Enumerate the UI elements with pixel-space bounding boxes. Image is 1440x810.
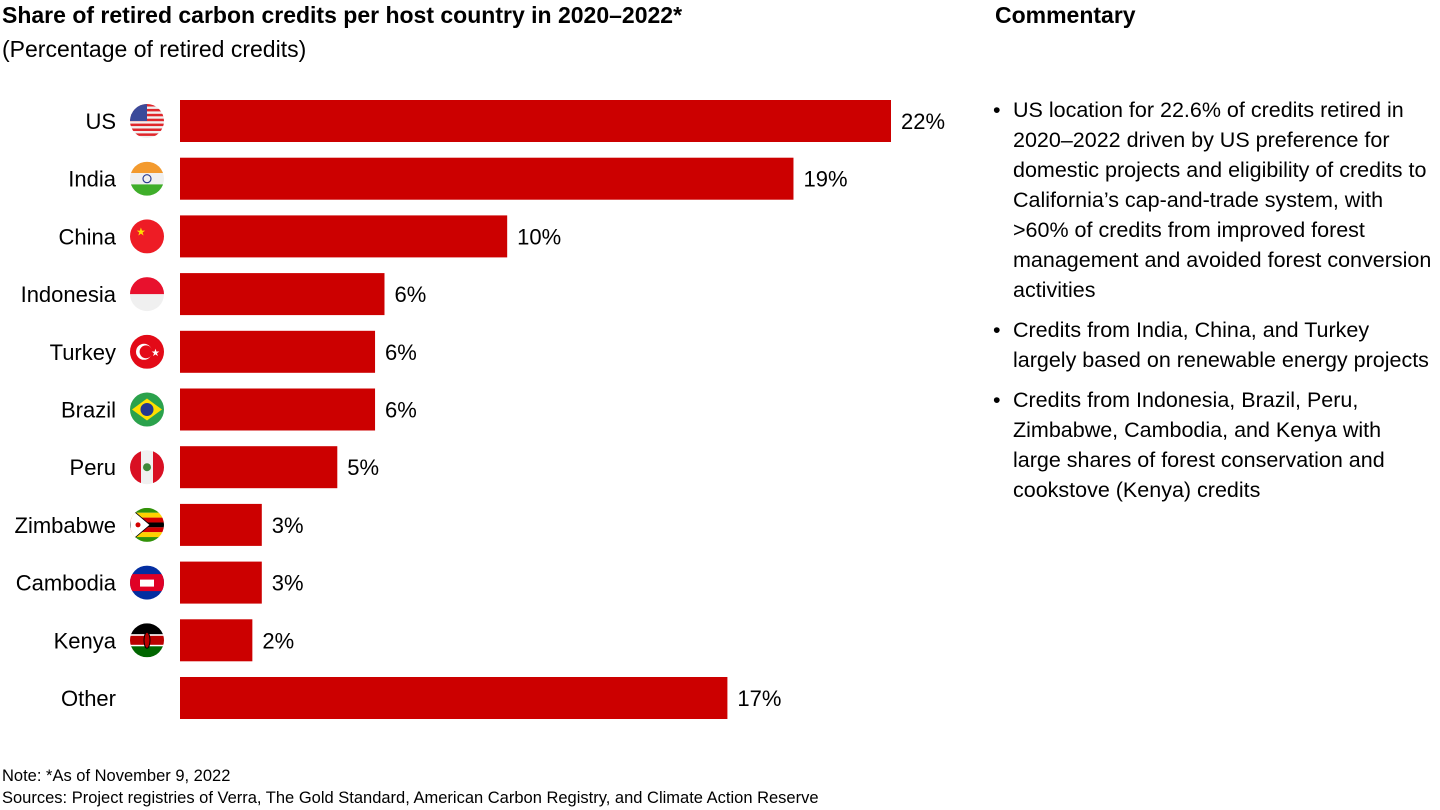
bar-china <box>180 215 508 258</box>
category-label: Other <box>61 686 116 711</box>
turkey-flag-icon: ★ <box>130 334 164 369</box>
category-label: Kenya <box>54 628 117 653</box>
category-label: China <box>59 224 117 249</box>
bar-zimbabwe <box>180 503 262 546</box>
commentary-item: Credits from Indonesia, Brazil, Peru, Zi… <box>993 385 1433 505</box>
data-label: 2% <box>262 628 294 653</box>
brazil-flag-icon <box>130 392 164 427</box>
peru-flag-icon <box>130 450 164 485</box>
bar-chart: US 22% India 19% China ★ 10% Indonesia 6% Turkey ★… <box>15 100 945 719</box>
bar-brazil <box>180 388 376 431</box>
bar-kenya <box>180 619 253 662</box>
footnote: Note: *As of November 9, 2022 Sources: P… <box>2 765 819 809</box>
data-label: 17% <box>737 686 781 711</box>
category-label: US <box>85 109 116 134</box>
category-label: India <box>68 167 116 192</box>
data-label: 3% <box>272 513 304 538</box>
bar-us <box>180 100 891 142</box>
bar-peru <box>180 446 338 489</box>
data-label: 6% <box>385 340 417 365</box>
bar-cambodia <box>180 561 262 604</box>
india-flag-icon <box>130 161 164 196</box>
chart-title: Share of retired carbon credits per host… <box>2 2 683 28</box>
bar-india <box>180 157 794 200</box>
category-label: Indonesia <box>21 282 117 307</box>
data-label: 19% <box>803 167 847 192</box>
category-label: Zimbabwe <box>15 513 116 538</box>
data-label: 6% <box>385 398 417 423</box>
kenya-flag-icon <box>130 623 164 658</box>
data-label: 3% <box>272 571 304 596</box>
indonesia-flag-icon <box>130 277 164 312</box>
china-flag-icon: ★ <box>130 219 164 254</box>
commentary-title: Commentary <box>995 2 1136 28</box>
chart-subtitle: (Percentage of retired credits) <box>2 36 307 62</box>
category-label: Peru <box>70 455 116 480</box>
data-label: 22% <box>901 109 945 134</box>
cambodia-flag-icon <box>130 565 164 600</box>
bar-indonesia <box>180 273 385 316</box>
sources: Sources: Project registries of Verra, Th… <box>2 789 819 807</box>
bar-turkey <box>180 330 376 373</box>
data-label: 10% <box>517 224 561 249</box>
category-label: Cambodia <box>16 571 117 596</box>
category-label: Turkey <box>50 340 116 365</box>
bar-other <box>180 677 728 719</box>
commentary-item: US location for 22.6% of credits retired… <box>993 95 1433 305</box>
note: Note: *As of November 9, 2022 <box>2 767 231 785</box>
category-label: Brazil <box>61 398 116 423</box>
svg-text:★: ★ <box>151 348 160 359</box>
data-label: 5% <box>347 455 379 480</box>
zimbabwe-flag-icon <box>130 507 164 542</box>
commentary-list: US location for 22.6% of credits retired… <box>993 95 1433 515</box>
svg-text:★: ★ <box>136 226 146 238</box>
us-flag-icon <box>130 104 164 138</box>
commentary-item: Credits from India, China, and Turkey la… <box>993 315 1433 375</box>
data-label: 6% <box>394 282 426 307</box>
